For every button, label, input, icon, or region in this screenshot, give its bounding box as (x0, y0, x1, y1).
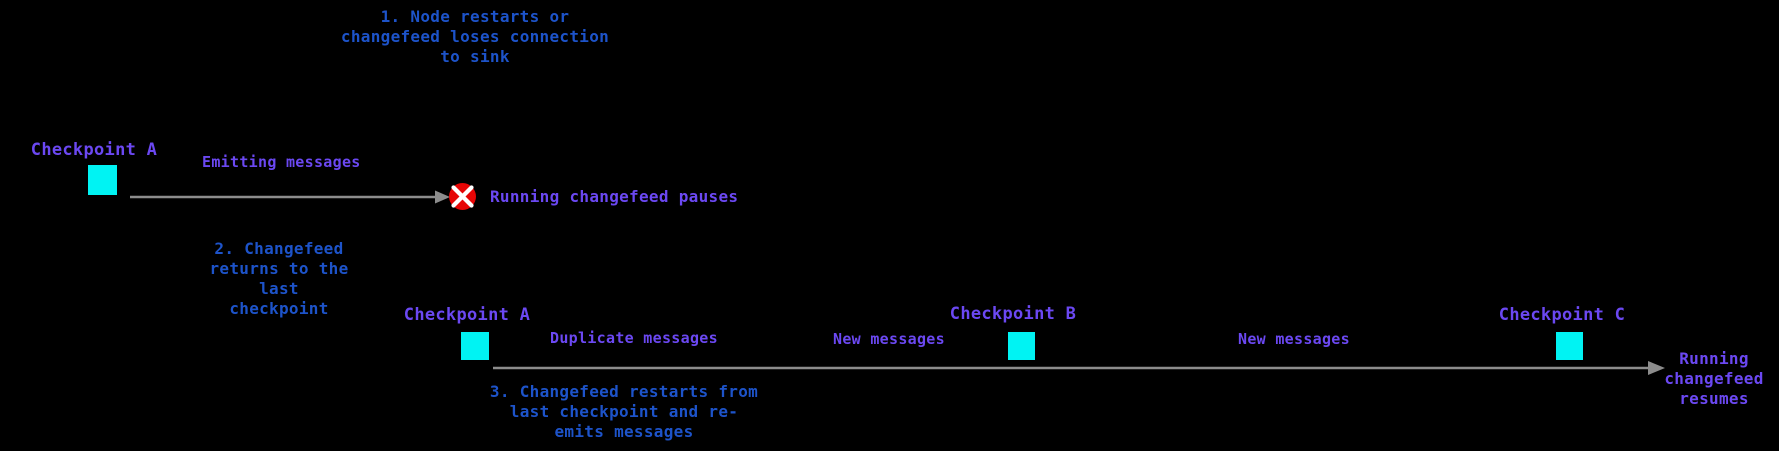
new-messages-label-1: New messages (833, 330, 945, 348)
checkpoint-a-marker-bottom (461, 332, 489, 360)
emitting-arrow (130, 190, 450, 204)
emitting-arrowhead-icon (435, 190, 450, 204)
duplicate-messages-label: Duplicate messages (550, 329, 718, 347)
new-messages-label-2: New messages (1238, 330, 1350, 348)
resume-arrow (493, 361, 1665, 375)
x-circle-icon (449, 183, 476, 210)
checkpoint-b-marker (1008, 332, 1035, 360)
resume-status-label: Running changefeed resumes (1664, 349, 1764, 408)
checkpoint-a-label-top: Checkpoint A (30, 140, 158, 160)
pause-status-label: Running changefeed pauses (490, 187, 739, 206)
checkpoint-b-label: Checkpoint B (949, 304, 1077, 324)
checkpoint-c-label: Checkpoint C (1498, 305, 1626, 325)
step3-note: 3. Changefeed restarts from last checkpo… (489, 382, 759, 441)
checkpoint-c-marker (1556, 332, 1583, 360)
step1-note: 1. Node restarts or changefeed loses con… (340, 7, 610, 66)
emitting-messages-label: Emitting messages (202, 153, 361, 171)
x-circle-stroke-2 (451, 185, 474, 208)
checkpoint-a-marker-top (88, 165, 117, 195)
resume-arrowhead-icon (1648, 361, 1665, 375)
step2-note: 2. Changefeed returns to the last checkp… (209, 239, 349, 318)
checkpoint-a-label-bottom: Checkpoint A (403, 305, 531, 325)
